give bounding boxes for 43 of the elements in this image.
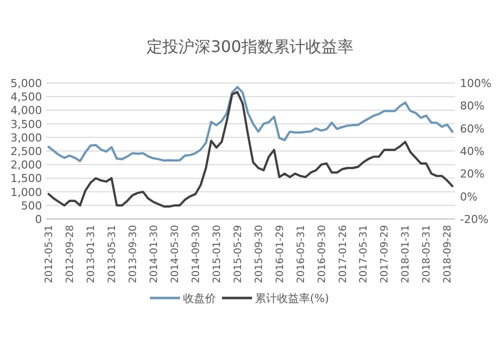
y-tick-label: 4,500 (10, 90, 42, 104)
y2-tick-label: 100% (460, 77, 492, 90)
x-tick-label: 2015-01-30 (212, 225, 223, 284)
y2-tick-label: 60% (460, 122, 484, 136)
x-tick-label: 2018-01-31 (400, 225, 412, 284)
x-tick-label: 2013-05-31 (107, 225, 118, 284)
legend-label: 累计收益率(%) (255, 292, 330, 305)
x-tick-label: 2014-05-30 (170, 225, 181, 284)
x-tick-label: 2013-01-31 (86, 225, 98, 284)
x-tick-label: 2014-09-30 (190, 225, 202, 284)
x-tick-label: 2017-01-26 (338, 225, 349, 284)
x-tick-label: 2013-09-30 (128, 225, 140, 284)
chart-title: 定投沪深300指数累计收益率 (146, 37, 354, 56)
x-tick-label: 2016-01-29 (274, 225, 286, 284)
x-tick-label: 2015-05-29 (232, 225, 244, 284)
x-tick-label: 2016-09-30 (316, 225, 328, 284)
x-tick-label: 2012-05-31 (44, 225, 56, 284)
y-tick-label: 3,500 (10, 118, 42, 131)
y-tick-label: 3,000 (10, 131, 42, 144)
x-tick-label: 2017-09-29 (380, 225, 391, 284)
line-series (48, 86, 454, 162)
y-tick-label: 1,000 (10, 186, 42, 199)
y2-tick-label: -20% (460, 213, 488, 226)
y-tick-label: 2,500 (10, 145, 42, 158)
x-tick-label: 2018-05-31 (422, 225, 433, 284)
line-series (48, 90, 454, 208)
x-tick-label: 2015-09-30 (254, 225, 265, 284)
x-tick-label: 2016-05-31 (296, 225, 307, 284)
y-tick-label: 5,000 (10, 77, 42, 90)
x-tick-label: 2014-01-30 (148, 225, 160, 284)
x-tick-label: 2017-05-31 (358, 225, 370, 284)
x-tick-label: 2018-09-28 (442, 225, 454, 284)
y-tick-label: 1,500 (10, 172, 42, 186)
y2-tick-label: 40% (460, 145, 484, 158)
y2-tick-label: 0% (460, 190, 478, 204)
y-tick-label: 4,000 (10, 104, 42, 118)
x-tick-label: 2012-09-28 (65, 225, 76, 284)
y2-tick-label: 80% (460, 100, 484, 113)
y-tick-label: 2,000 (10, 158, 42, 172)
y2-tick-label: 20% (460, 168, 484, 181)
y-tick-label: 0 (35, 213, 42, 226)
legend-label: 收盘价 (183, 292, 216, 305)
y-tick-label: 500 (21, 199, 42, 212)
